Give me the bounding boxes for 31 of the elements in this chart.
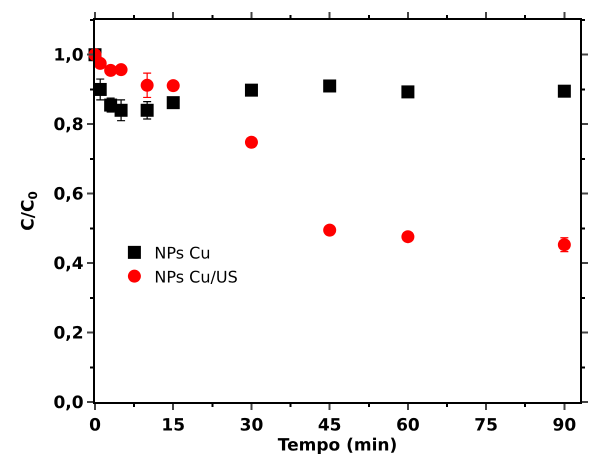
- point: [104, 64, 118, 77]
- point: [114, 104, 128, 117]
- point: [558, 84, 571, 98]
- x-tick-label: 0: [89, 415, 102, 436]
- y-tick-label: 0,6: [53, 184, 84, 205]
- y-tick-label: 0,0: [53, 392, 84, 413]
- x-tick-label: 75: [474, 415, 498, 436]
- point: [140, 104, 154, 117]
- point: [94, 56, 107, 70]
- point: [114, 63, 128, 76]
- legend-label: NPs Cu/US: [154, 267, 238, 286]
- x-tick-label: 60: [396, 415, 420, 436]
- x-tick-label: 45: [318, 415, 342, 436]
- x-tick-label: 30: [240, 415, 264, 436]
- y-tick-label: 0,2: [53, 324, 84, 344]
- point: [401, 230, 414, 244]
- point: [166, 96, 180, 110]
- x-tick-label: 90: [552, 415, 576, 436]
- y-tick-label: 0,8: [53, 115, 84, 136]
- point: [244, 136, 258, 149]
- point: [323, 79, 336, 92]
- x-axis-title: Tempo (min): [278, 435, 398, 456]
- legend-label: NPs Cu: [154, 244, 210, 263]
- y-tick-label: 1,0: [53, 46, 84, 66]
- x-tick-label: 15: [161, 415, 186, 436]
- point: [323, 224, 336, 237]
- point: [140, 78, 154, 92]
- y-tick-label: 0,4: [53, 254, 84, 274]
- point: [244, 84, 258, 97]
- point: [401, 85, 414, 98]
- point: [166, 79, 180, 92]
